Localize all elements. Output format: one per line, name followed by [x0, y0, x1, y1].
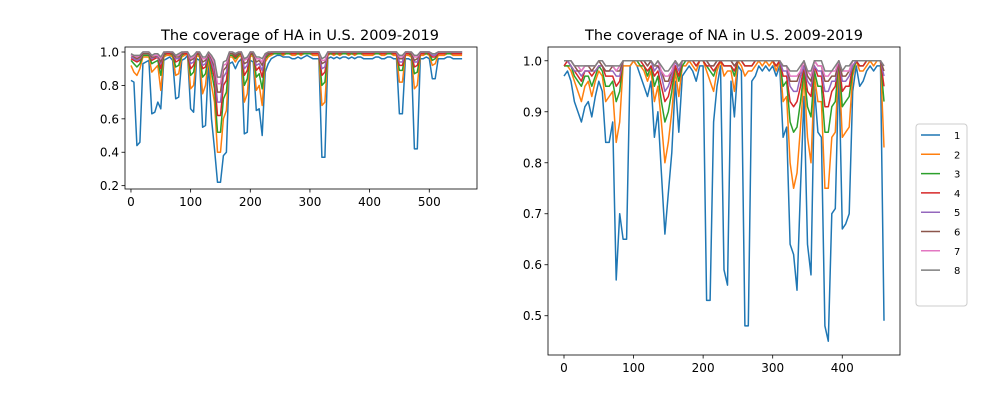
ha-series-group [130, 51, 463, 184]
na-series-line-4 [563, 60, 885, 108]
legend-label-6: 6 [954, 228, 960, 239]
na-y-tick-label: 0.9 [523, 105, 542, 119]
legend-label-3: 3 [954, 170, 960, 181]
legend-label-8: 8 [954, 266, 960, 277]
na-x-tick-label: 0 [560, 361, 568, 375]
legend-label-7: 7 [954, 247, 960, 258]
na-x-tick-label: 300 [761, 361, 784, 375]
na-y-tick-label: 0.5 [523, 309, 542, 323]
ha-x-tick-label: 0 [127, 195, 135, 209]
legend-label-2: 2 [954, 150, 960, 161]
na-x-tick-label: 400 [831, 361, 854, 375]
na-y-tick-label: 0.8 [523, 156, 542, 170]
ha-series-line-2 [130, 52, 463, 153]
ha-x-tick-label: 100 [179, 195, 202, 209]
ha-series-line-8 [130, 51, 463, 78]
na-x-tick-label: 100 [622, 361, 645, 375]
ha-y-tick-label: 0.8 [100, 79, 119, 93]
na-series-line-8 [564, 60, 885, 72]
ha-x-tick-label: 300 [298, 195, 321, 209]
ha-series-line-4 [130, 51, 463, 117]
ha-plot-area: 0 100 200 300 400 500 0.2 0.4 0.6 0.8 1.0 [100, 46, 478, 209]
legend-label-5: 5 [954, 208, 960, 219]
ha-coverage-chart: The coverage of HA in U.S. 2009-2019 0 10… [100, 28, 478, 209]
na-coverage-chart: The coverage of NA in U.S. 2009-2019 0 10… [523, 28, 901, 375]
na-series-line-2 [564, 60, 885, 190]
ha-axes-frame [124, 46, 478, 190]
ha-y-tick-label: 0.2 [100, 179, 119, 193]
na-axes-frame [547, 46, 901, 356]
na-y-tick-label: 0.7 [523, 207, 542, 221]
ha-x-tick-label: 400 [358, 195, 381, 209]
legend-label-1: 1 [954, 131, 960, 142]
ha-y-tick-label: 1.0 [100, 46, 119, 60]
na-y-tick-label: 1.0 [523, 54, 542, 68]
ha-chart-title: The coverage of HA in U.S. 2009-2019 [160, 28, 439, 44]
ha-y-tick-label: 0.4 [100, 146, 119, 160]
ha-x-tick-label: 500 [418, 195, 441, 209]
ha-series-line-1 [130, 54, 463, 184]
legend: 1 2 3 4 5 6 7 8 [915, 123, 968, 307]
na-chart-title: The coverage of NA in U.S. 2009-2019 [584, 28, 863, 44]
na-x-tick-label: 200 [692, 361, 715, 375]
na-plot-area: 0 100 200 300 400 0.5 0.6 0.7 0.8 0.9 1.0 [523, 46, 901, 375]
legend-label-4: 4 [954, 189, 960, 200]
na-y-tick-label: 0.6 [523, 258, 542, 272]
ha-y-tick-label: 0.6 [100, 112, 119, 126]
na-series-line-1 [563, 60, 885, 342]
legend-frame [915, 123, 968, 307]
na-series-group [563, 60, 885, 342]
ha-x-tick-label: 200 [239, 195, 262, 209]
